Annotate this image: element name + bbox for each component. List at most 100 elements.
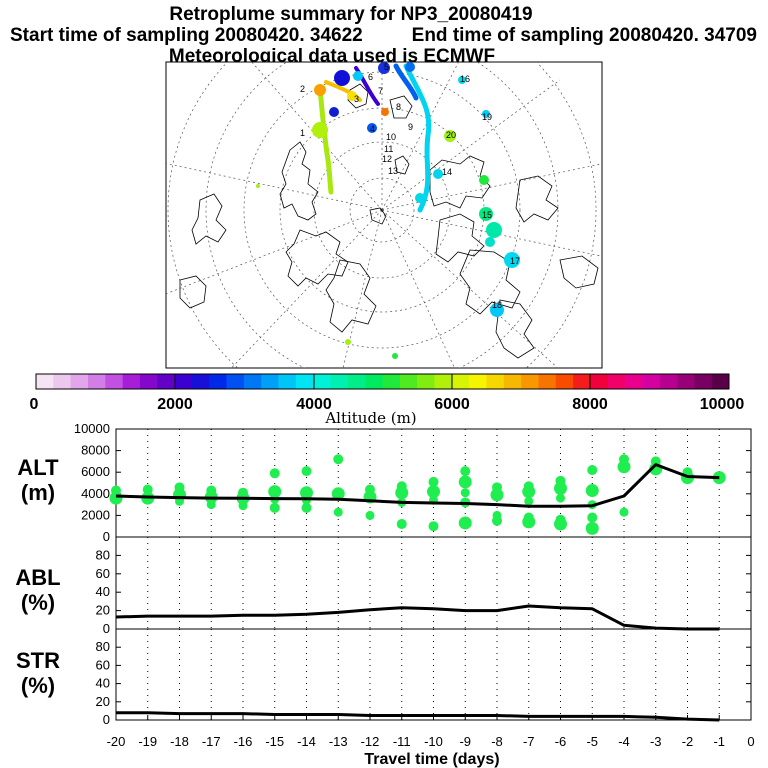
colorbar-swatch [573, 374, 591, 389]
plume-cluster-circle [433, 169, 443, 179]
colorbar-swatch [122, 374, 141, 389]
panel-label-unit: (m) [21, 480, 55, 505]
colorbar-swatch [347, 374, 366, 389]
x-tick-label: -3 [650, 734, 662, 749]
plume-cluster-circle [479, 207, 493, 221]
colorbar-swatch [226, 374, 245, 389]
chart-title: Retroplume summary for NP3_20080419 [169, 4, 532, 25]
colorbar-swatch [590, 374, 609, 389]
altitude-cluster-point [395, 486, 409, 500]
y-tick-label: 8000 [81, 443, 110, 458]
altitude-cluster-point [522, 515, 536, 529]
altitude-cluster-point [269, 502, 280, 513]
plume-cluster-circle [378, 62, 390, 74]
x-tick-label: -10 [424, 734, 443, 749]
altitude-cluster-point [460, 466, 471, 477]
colorbar-tick-label: 2000 [157, 396, 193, 413]
y-tick-label: 40 [96, 584, 110, 599]
x-tick-label: -4 [618, 734, 630, 749]
plume-cluster-circle [345, 339, 351, 345]
altitude-cluster-point [333, 454, 344, 465]
altitude-cluster-point [587, 465, 598, 476]
y-tick-label: 20 [96, 603, 110, 618]
altitude-cluster-point [554, 517, 567, 531]
map-day-number: 1 [300, 128, 305, 138]
y-tick-label: 80 [96, 639, 110, 654]
y-tick-label: 6000 [81, 464, 110, 479]
y-tick-label: 60 [96, 657, 110, 672]
plume-cluster-circle [415, 193, 425, 203]
retroplume-map: 1 2 3 4 5 6 7 8 9 10 11 12 13 14 15 16 1… [165, 61, 603, 369]
altitude-cluster-point [142, 484, 153, 495]
colorbar-swatch [399, 374, 418, 389]
plume-cluster-circle [444, 130, 456, 142]
x-tick-label: -13 [329, 734, 348, 749]
plume-cluster-circle [353, 71, 363, 81]
colorbar-swatch [677, 374, 695, 389]
altitude-cluster-point [585, 484, 599, 498]
x-tick-label: -17 [202, 734, 221, 749]
map-day-number: 13 [388, 166, 398, 176]
colorbar-swatch [209, 374, 227, 389]
altitude-cluster-point [206, 500, 216, 510]
colorbar-swatch [451, 374, 470, 389]
altitude-cluster-point [427, 485, 440, 499]
panel-str: 0 20 40 60 80 STR(%) [16, 628, 752, 727]
plume-track-blue [393, 63, 419, 101]
y-tick-label: 0 [103, 621, 110, 636]
colorbar-swatch [486, 374, 505, 389]
map-day-number: 11 [384, 144, 393, 154]
altitude-cluster-point [524, 496, 534, 506]
altitude-cluster-point [331, 487, 345, 501]
x-tick-label: -8 [491, 734, 503, 749]
colorbar-swatch [105, 374, 123, 389]
colorbar-tick-label: 0 [30, 396, 39, 413]
plume-cluster-circle [479, 175, 489, 185]
altitude-cluster-point [554, 481, 567, 495]
colorbar-swatch [711, 374, 730, 389]
colorbar-tick-label: 6000 [434, 396, 470, 413]
map-graticule [166, 62, 602, 368]
map-day-number: 18 [492, 300, 502, 310]
plume-cluster-circle [482, 110, 490, 118]
colorbar-swatch [694, 374, 712, 389]
plume-track-yellow [324, 80, 362, 102]
colorbar-swatch [607, 374, 626, 389]
altitude-colorbar [35, 373, 730, 390]
plume-cluster-circle [314, 84, 326, 96]
x-tick-label: -16 [234, 734, 253, 749]
altitude-cluster-point [617, 460, 631, 474]
time-series-panels: 0200040006000800010000ALT(m)020406080ABL… [15, 421, 754, 749]
colorbar-frame [35, 373, 730, 390]
map-day-number: 9 [408, 122, 413, 132]
map-day-number: 2 [300, 84, 305, 94]
altitude-cluster-point [490, 488, 504, 502]
colorbar-swatch [521, 374, 539, 389]
colorbar-swatch [139, 374, 158, 389]
altitude-cluster-point [458, 475, 472, 489]
colorbar-swatch [191, 374, 210, 389]
plume-cluster-circle [312, 122, 328, 138]
plume-cluster-circle [334, 70, 350, 86]
map-day-number: 20 [446, 130, 456, 140]
y-tick-label: 10000 [74, 421, 110, 436]
altitude-cluster-point [460, 488, 470, 498]
series-line-alt [115, 463, 720, 508]
colorbar-swatch [87, 374, 106, 389]
plume-cluster-circle [367, 123, 377, 133]
colorbar-swatch [642, 374, 660, 389]
altitude-cluster-point [268, 485, 282, 499]
altitude-cluster-point [365, 510, 375, 520]
plume-tracks [317, 63, 432, 213]
panel-alt: 0 2000 4000 6000 8000 10000 ALT(m) [17, 421, 752, 544]
colorbar-swatch [555, 374, 574, 389]
colorbar-swatch [278, 374, 297, 389]
altitude-cluster-point [300, 486, 313, 500]
altitude-cluster-point [585, 521, 599, 535]
altitude-cluster-point [269, 468, 280, 479]
plume-cluster-circle [504, 252, 520, 268]
map-day-number: 15 [482, 210, 492, 220]
colorbar-swatch [434, 374, 453, 389]
series-line-abl [115, 604, 720, 631]
